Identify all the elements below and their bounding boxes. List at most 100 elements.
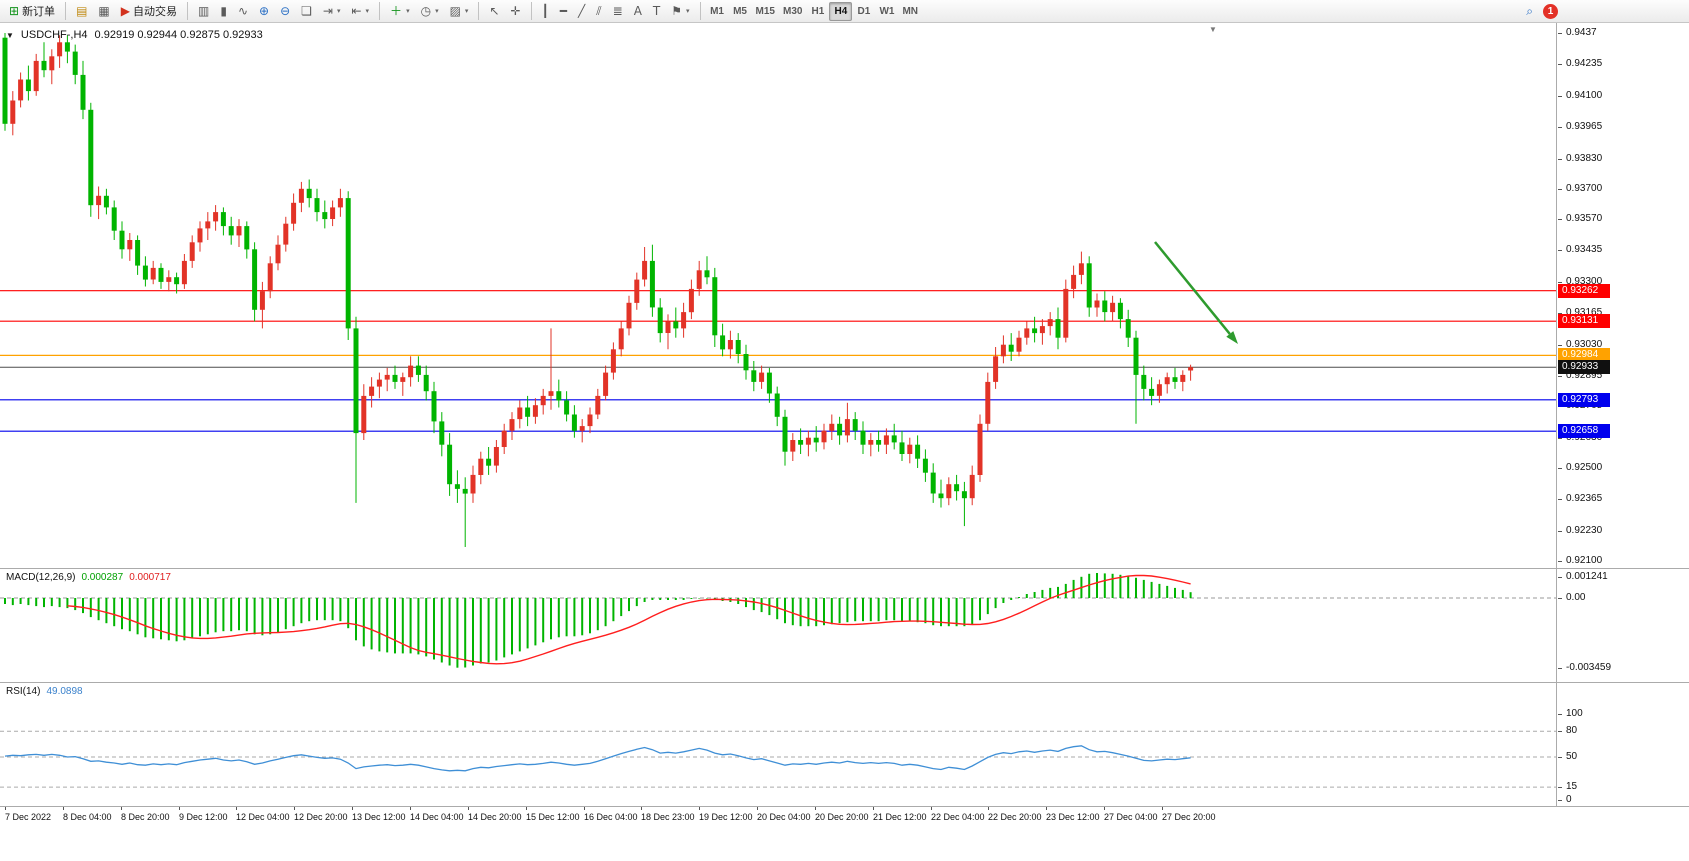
macd-signal-line [67, 574, 1191, 665]
candle [267, 256, 273, 299]
candle-chart-button[interactable]: ▮ [215, 1, 232, 21]
candle [727, 330, 733, 359]
price-axis[interactable]: 0.9437 0.94235 0.94100 0.93965 0.93830 0.9370… [1556, 23, 1689, 806]
search-button[interactable]: ⌕ [1521, 1, 1538, 21]
candle [103, 188, 109, 215]
timeframe-w1-button[interactable]: W1 [879, 6, 895, 17]
templates-button[interactable]: ▨ ▾ [445, 1, 474, 21]
bar-chart-button[interactable]: ▥ [193, 1, 214, 21]
candle [259, 281, 265, 329]
new-order-button[interactable]: ⊞ 新订单 [4, 1, 60, 21]
time-tick [931, 807, 932, 810]
crosshair-button[interactable]: ✛ [506, 1, 526, 21]
timeframe-h1-button[interactable]: H1 [811, 6, 825, 17]
time-label: 22 Dec 20:00 [988, 812, 1042, 822]
candlestick-chart[interactable] [0, 23, 1557, 568]
timeframe-mn-button[interactable]: MN [902, 6, 918, 17]
text-button[interactable]: A [629, 1, 647, 21]
candle [1164, 372, 1170, 394]
candle [626, 295, 632, 336]
chart-region[interactable]: ▼ USDCHF-,H4 0.92919 0.92944 0.92875 0.9… [0, 23, 1557, 806]
rsi-name: RSI(14) [6, 686, 41, 697]
candle [985, 372, 991, 431]
autotrade-button[interactable]: ▶ 自动交易 [116, 1, 182, 21]
rsi-axis-label: 80 [1557, 725, 1577, 737]
candle [1008, 333, 1014, 361]
auto-scroll-button[interactable]: ⇥ ▾ [318, 1, 346, 21]
time-label: 20 Dec 20:00 [815, 812, 869, 822]
time-label: 22 Dec 04:00 [931, 812, 985, 822]
candle [751, 361, 757, 392]
candle [509, 412, 515, 440]
time-axis[interactable]: 7 Dec 2022 8 Dec 04:00 8 Dec 20:00 9 Dec 12… [0, 806, 1689, 828]
candle [330, 200, 336, 227]
candle [80, 60, 86, 120]
arrows-button[interactable]: ⚑ ▾ [666, 1, 694, 21]
candle [1188, 364, 1194, 381]
price-tick: 0.93700 [1557, 183, 1602, 195]
channel-button[interactable]: ⫽ [591, 1, 606, 21]
chart-shift-marker-icon[interactable]: ▼ [1209, 25, 1217, 34]
one-click-trading-toggle-icon[interactable]: ▼ [6, 30, 14, 40]
zoom-in-icon: ⊕ [259, 4, 270, 18]
new-chart-button[interactable]: ▤ [71, 1, 92, 21]
price-tick: 0.9437 [1557, 27, 1597, 39]
candle [2, 33, 8, 131]
candle [96, 186, 102, 220]
macd-axis-max: 0.001241 [1557, 571, 1608, 583]
timeframe-m5-button[interactable]: M5 [733, 6, 747, 17]
indicators-button[interactable]: ＋ ▾ [385, 1, 415, 21]
candle [392, 365, 398, 389]
rsi-panel[interactable] [0, 683, 1557, 806]
time-tick [988, 807, 989, 810]
vertical-line-button[interactable]: ┃ [537, 1, 554, 21]
panel-separator[interactable] [0, 682, 1689, 683]
chart-shift-button[interactable]: ⇤ ▾ [346, 1, 374, 21]
line-chart-button[interactable]: ∿ [233, 1, 253, 21]
candle [813, 426, 819, 452]
timeframe-m1-button[interactable]: M1 [710, 6, 724, 17]
notification-badge[interactable]: 1 [1543, 3, 1558, 19]
trendline-button[interactable]: ╱ [573, 1, 590, 21]
time-tick [699, 807, 700, 810]
timeframe-h4-button[interactable]: H4 [829, 2, 853, 21]
candle [353, 316, 359, 503]
candle [1032, 316, 1038, 343]
time-tick [815, 807, 816, 810]
timeframe-m30-button[interactable]: M30 [782, 6, 803, 17]
candle [275, 235, 281, 271]
periods-button[interactable]: ◷ ▾ [416, 1, 444, 21]
horizontal-line-button[interactable]: ━ [555, 1, 572, 21]
rsi-indicator-label: RSI(14) 49.0898 [6, 686, 83, 697]
chart-shift-icon: ⇤ [351, 4, 362, 18]
candle [400, 372, 406, 396]
search-icon: ⌕ [1526, 4, 1533, 18]
candle [72, 44, 78, 85]
profiles-icon: ▦ [98, 4, 110, 18]
candle [1055, 307, 1061, 350]
panel-separator[interactable] [0, 568, 1689, 569]
tile-windows-button[interactable]: ❏ [296, 1, 317, 21]
candle [408, 356, 414, 387]
time-tick [352, 807, 353, 810]
text-label-button[interactable]: T [648, 1, 665, 21]
cursor-button[interactable]: ↖ [484, 1, 504, 21]
time-tick [5, 807, 6, 810]
candle [361, 384, 367, 440]
price-line-label: 0.92984 [1558, 348, 1610, 362]
zoom-out-icon: ⊖ [280, 4, 291, 18]
price-tick: 0.94100 [1557, 90, 1602, 102]
macd-panel[interactable] [0, 569, 1557, 682]
candle [564, 391, 570, 422]
dropdown-caret-icon: ▾ [406, 8, 410, 15]
zoom-in-button[interactable]: ⊕ [254, 1, 274, 21]
profiles-button[interactable]: ▦ [93, 1, 114, 21]
candle [64, 35, 70, 64]
zoom-out-button[interactable]: ⊖ [275, 1, 295, 21]
timeframe-m15-button[interactable]: M15 [755, 6, 775, 17]
candle [743, 344, 749, 380]
timeframe-d1-button[interactable]: D1 [857, 6, 871, 17]
candle [525, 395, 531, 427]
candle [447, 433, 453, 496]
fibonacci-button[interactable]: ≣ [608, 1, 628, 21]
